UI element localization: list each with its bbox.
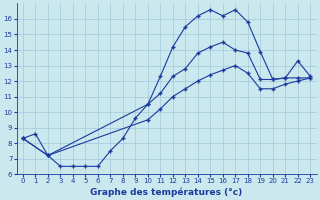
X-axis label: Graphe des températures (°c): Graphe des températures (°c) xyxy=(91,187,243,197)
